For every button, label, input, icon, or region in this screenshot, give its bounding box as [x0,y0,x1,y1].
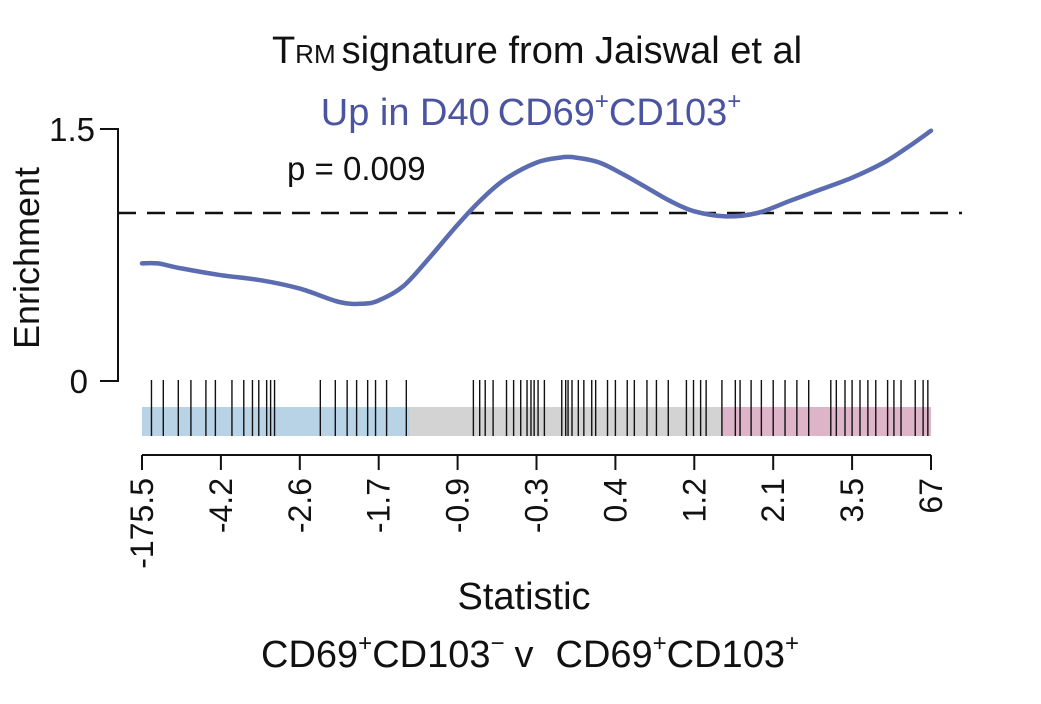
x-axis-label: Statistic [457,576,590,618]
y-tick-label-max: 1.5 [49,111,95,148]
x-tick-label: -4.2 [203,478,239,533]
chart-subtitle: Up in D40 CD69+CD103+ [321,88,741,134]
x-tick-label: -2.6 [282,478,318,533]
x-tick-label: -175.5 [124,478,160,569]
x-tick-label: 2.1 [755,478,791,522]
x-tick-label: -1.7 [361,478,397,533]
bar-segment-2 [721,407,931,436]
x-ticks: -175.5 -4.2 -2.6 -1.7 -0.9 -0.3 0.4 1.2 2.1 3.5 67 [124,455,949,569]
statistic-bar [142,407,931,436]
y-axis-label: Enrichment [6,167,47,349]
bar-segment-0 [142,407,411,436]
y-tick-label-min: 0 [70,363,88,400]
x-tick-label: -0.9 [440,478,476,533]
chart-title: TRM signature from Jaiswal et al [272,30,802,72]
x-tick-label: 67 [913,478,949,514]
x-tick-label: 3.5 [834,478,870,522]
x-tick-label: -0.3 [519,478,555,533]
x-tick-label: 1.2 [676,478,712,522]
pvalue-label: p = 0.009 [287,150,426,187]
x-tick-label: 0.4 [597,478,633,522]
comparison-label: CD69+CD103− v CD69+CD103+ [261,630,799,676]
enrichment-curve [139,128,934,307]
barcode-ticks [150,380,929,436]
